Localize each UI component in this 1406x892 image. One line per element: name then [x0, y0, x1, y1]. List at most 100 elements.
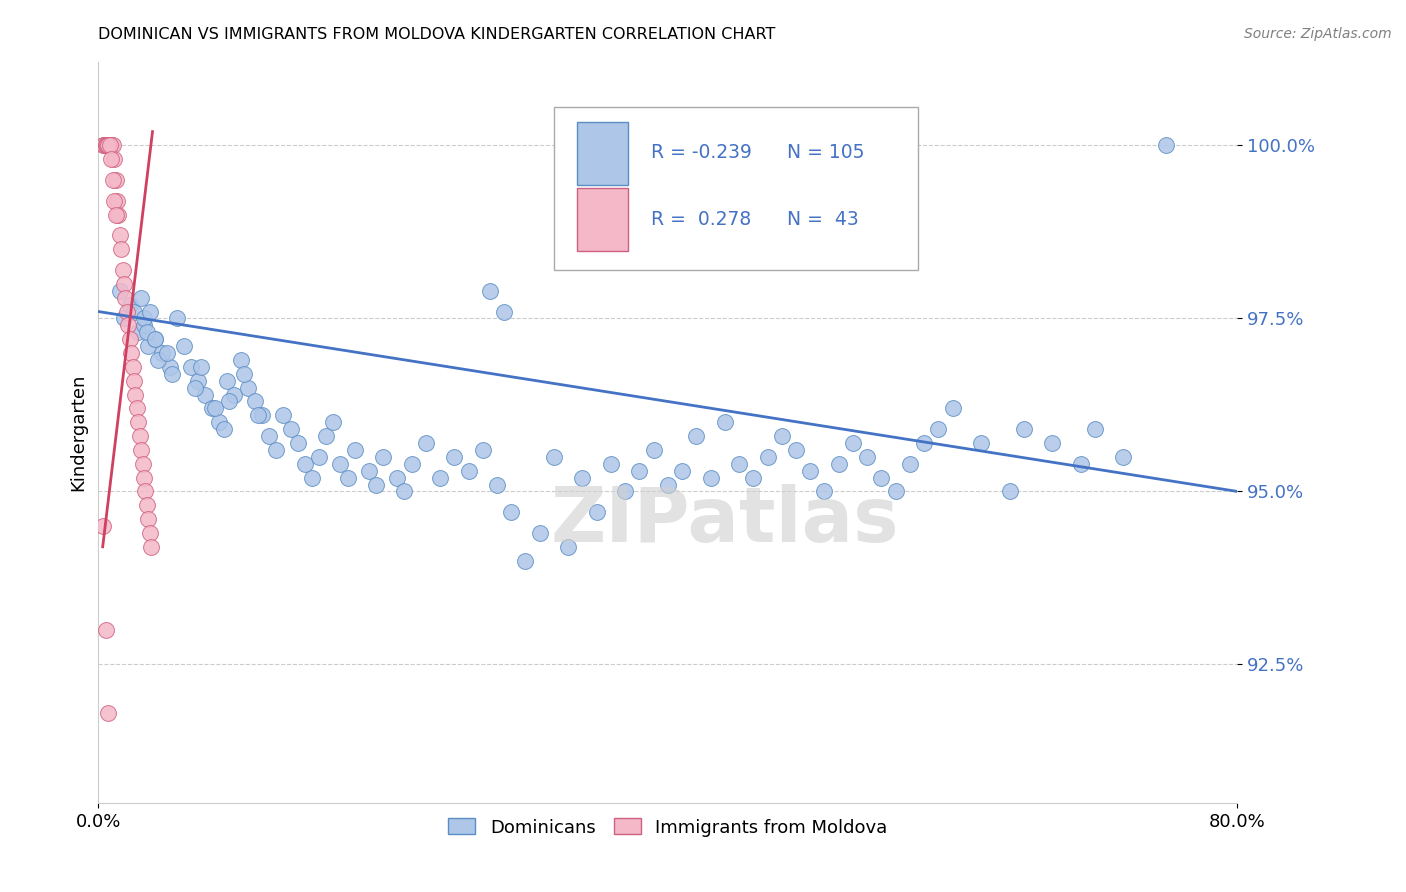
Point: [100, 138, 122, 153]
Point: [124, 387, 146, 401]
Point: [308, 450, 330, 464]
Point: [322, 415, 344, 429]
Point: [145, 332, 167, 346]
Point: [148, 353, 170, 368]
Point: [98, 138, 121, 153]
Point: [1154, 138, 1177, 153]
Point: [799, 464, 821, 478]
Point: [371, 450, 394, 464]
Point: [266, 442, 288, 457]
Point: [543, 450, 565, 464]
Point: [103, 153, 125, 167]
Point: [93, 138, 115, 153]
Point: [105, 194, 128, 208]
Text: ZIPatlas: ZIPatlas: [551, 484, 898, 558]
Point: [236, 381, 259, 395]
Point: [813, 484, 835, 499]
Point: [301, 470, 323, 484]
Point: [121, 359, 143, 374]
Point: [184, 381, 207, 395]
Point: [108, 284, 131, 298]
Point: [139, 540, 162, 554]
Point: [218, 394, 240, 409]
Point: [129, 442, 152, 457]
Point: [98, 138, 121, 153]
Point: [927, 422, 949, 436]
Point: [91, 519, 114, 533]
Point: [856, 450, 879, 464]
Point: [494, 304, 516, 318]
Point: [671, 464, 693, 478]
Text: N =  43: N = 43: [787, 210, 859, 229]
Point: [136, 339, 159, 353]
Point: [970, 436, 993, 450]
Point: [478, 284, 501, 298]
Point: [94, 138, 117, 153]
Point: [250, 409, 273, 423]
Point: [97, 138, 120, 153]
Point: [287, 436, 309, 450]
Point: [585, 505, 607, 519]
FancyBboxPatch shape: [576, 121, 628, 185]
Point: [117, 318, 139, 333]
Point: [273, 409, 295, 423]
Point: [394, 484, 416, 499]
Point: [870, 470, 893, 484]
Text: Source: ZipAtlas.com: Source: ZipAtlas.com: [1244, 27, 1392, 41]
Point: [101, 138, 124, 153]
Point: [152, 346, 174, 360]
Point: [243, 394, 266, 409]
Point: [315, 429, 337, 443]
Point: [685, 429, 707, 443]
Point: [557, 540, 579, 554]
Point: [104, 173, 127, 187]
Point: [336, 470, 359, 484]
Point: [107, 208, 129, 222]
Point: [134, 484, 156, 499]
Point: [515, 554, 537, 568]
Point: [135, 326, 157, 340]
Point: [884, 484, 907, 499]
Point: [486, 477, 509, 491]
Text: R =  0.278: R = 0.278: [651, 210, 751, 229]
Point: [571, 470, 593, 484]
Point: [114, 291, 136, 305]
Point: [180, 359, 202, 374]
Point: [628, 464, 651, 478]
Point: [166, 311, 188, 326]
FancyBboxPatch shape: [554, 107, 918, 269]
Point: [657, 477, 679, 491]
Point: [162, 367, 184, 381]
Point: [118, 297, 141, 311]
Point: [714, 415, 737, 429]
Point: [912, 436, 935, 450]
Point: [108, 228, 131, 243]
Point: [156, 346, 179, 360]
Point: [159, 359, 181, 374]
Point: [229, 353, 252, 368]
Point: [1012, 422, 1035, 436]
Point: [387, 470, 409, 484]
Point: [91, 138, 114, 153]
Point: [128, 429, 150, 443]
Point: [842, 436, 865, 450]
Point: [135, 498, 157, 512]
Point: [111, 263, 134, 277]
Point: [97, 706, 120, 720]
Point: [94, 138, 117, 153]
Legend: Dominicans, Immigrants from Moldova: Dominicans, Immigrants from Moldova: [439, 809, 897, 846]
Point: [96, 138, 118, 153]
Point: [187, 374, 209, 388]
Point: [401, 457, 423, 471]
Point: [132, 470, 155, 484]
Point: [1084, 422, 1107, 436]
Point: [112, 311, 135, 326]
Point: [1070, 457, 1092, 471]
Point: [785, 442, 807, 457]
Point: [246, 409, 269, 423]
Point: [138, 525, 160, 540]
Point: [259, 429, 281, 443]
Point: [614, 484, 637, 499]
Point: [131, 457, 153, 471]
Point: [728, 457, 751, 471]
